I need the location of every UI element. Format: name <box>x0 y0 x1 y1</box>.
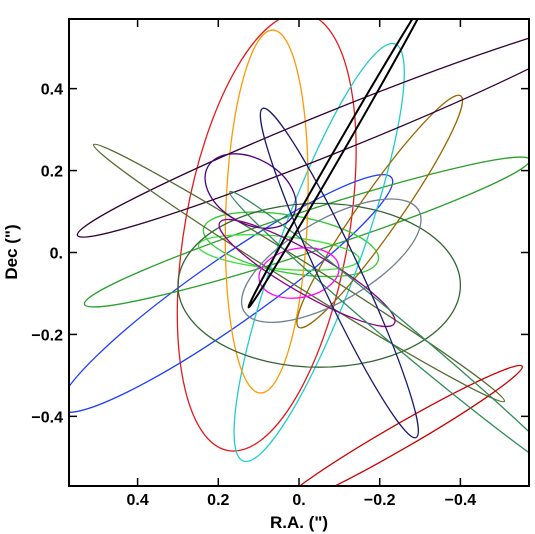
orbit-6 <box>233 42 405 463</box>
y-tick-label: −0.2 <box>31 327 63 344</box>
x-tick-label: 0. <box>292 492 305 509</box>
orbit-9 <box>76 21 529 238</box>
x-tick-label: 0.4 <box>126 492 148 509</box>
x-tick-label: 0.2 <box>207 492 229 509</box>
orbit-10 <box>177 202 462 368</box>
x-tick-label: −0.2 <box>364 492 396 509</box>
orbit-15 <box>276 364 523 486</box>
y-tick-label: 0. <box>50 246 63 263</box>
plot-frame <box>68 18 530 487</box>
y-axis-label: Dec (") <box>2 224 21 279</box>
orbit-19 <box>247 19 432 309</box>
axis-ticks: 0.4 0.2 0. −0.2 −0.4 0.4 0.2 0. −0.2 −0.4 <box>31 19 529 509</box>
x-tick-label: −0.4 <box>445 492 477 509</box>
y-tick-label: 0.4 <box>41 82 63 99</box>
orbit-14 <box>218 218 396 328</box>
orbit-11 <box>92 143 506 403</box>
orbit-3 <box>83 156 529 308</box>
orbit-13 <box>204 153 297 229</box>
y-tick-label: 0.2 <box>41 164 63 181</box>
orbit-18 <box>259 107 419 439</box>
orbit-8 <box>296 94 464 329</box>
orbit-5 <box>197 234 360 271</box>
orbit-12 <box>240 198 422 324</box>
orbit-16 <box>258 247 340 299</box>
orbit-1 <box>176 19 357 452</box>
x-axis-label: R.A. (") <box>270 513 328 532</box>
orbit-2 <box>69 174 394 413</box>
orbit-ellipses <box>69 19 529 486</box>
y-tick-label: −0.4 <box>31 409 63 426</box>
